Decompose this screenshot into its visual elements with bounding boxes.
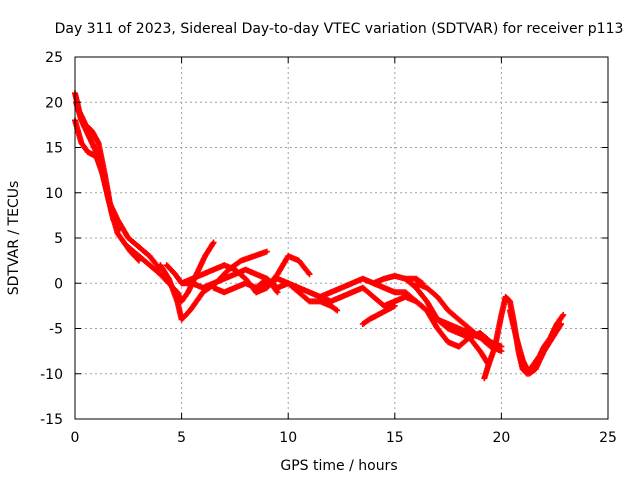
y-tick-label: -15: [40, 412, 63, 428]
y-tick-label: 15: [45, 141, 63, 157]
y-axis-label: SDTVAR / TECUs: [6, 181, 22, 296]
x-tick-label: 0: [71, 430, 80, 446]
y-tick-label: 25: [45, 50, 63, 66]
y-tick-label: 5: [54, 231, 63, 247]
series-sat-K: [359, 302, 398, 327]
series-sat-N: [413, 280, 484, 341]
data-point: [558, 320, 565, 327]
x-tick-label: 5: [177, 430, 186, 446]
data-point: [210, 239, 217, 246]
data-point: [477, 334, 484, 341]
data-point: [391, 302, 398, 309]
y-tick-label: 0: [54, 276, 63, 292]
series-sat-C: [72, 117, 164, 273]
y-tick-label: -5: [49, 322, 63, 338]
x-tick-label: 20: [492, 430, 510, 446]
data-point: [560, 311, 567, 318]
y-tick-label: -10: [40, 367, 63, 383]
data-point: [263, 248, 270, 255]
data-points: [72, 90, 567, 382]
x-tick-label: 15: [386, 430, 404, 446]
data-point: [274, 289, 281, 296]
x-axis-label: GPS time / hours: [280, 458, 397, 474]
y-tick-label: 20: [45, 95, 63, 111]
chart-title: Day 311 of 2023, Sidereal Day-to-day VTE…: [55, 21, 624, 37]
series-sat-P: [506, 307, 565, 377]
series-sat-I: [253, 273, 426, 300]
data-point: [475, 333, 482, 340]
data-point: [306, 271, 313, 278]
x-tick-label: 25: [599, 430, 617, 446]
grid-lines: [75, 57, 608, 419]
axis-ticks: 0 5 10 15 20 25 -15 -10 -5 0 5 10 15 20 25: [40, 50, 617, 446]
x-tick-label: 10: [279, 430, 297, 446]
y-tick-label: 10: [45, 186, 63, 202]
data-point: [498, 343, 505, 350]
data-point: [334, 307, 341, 314]
